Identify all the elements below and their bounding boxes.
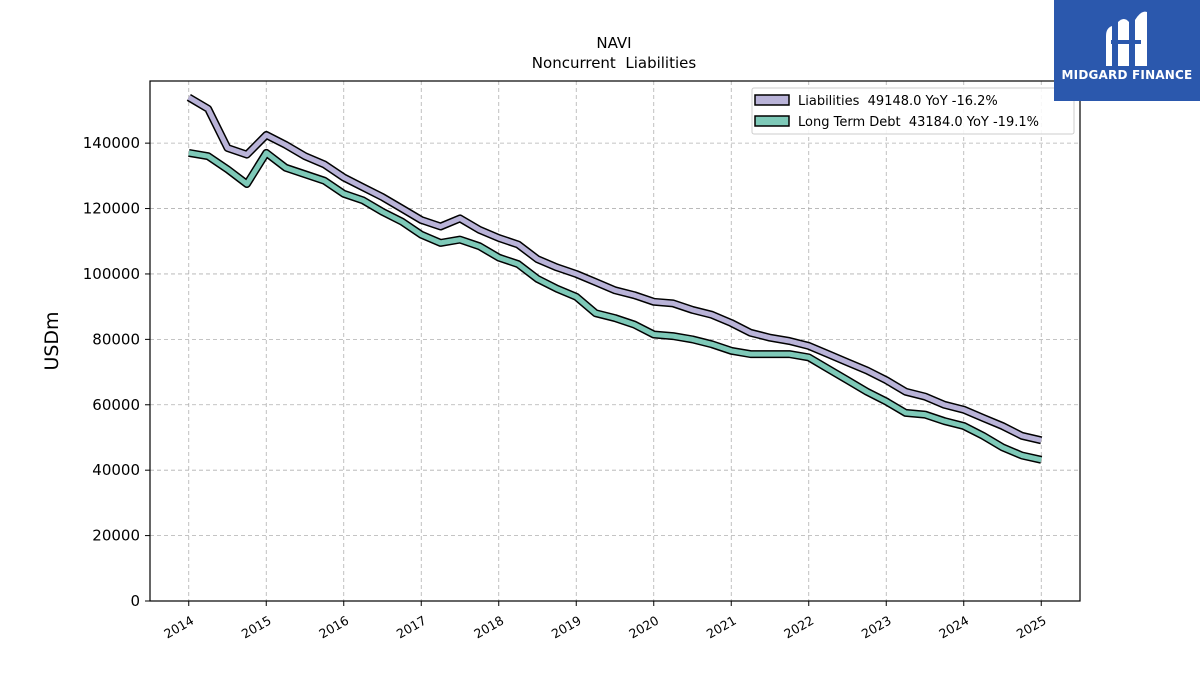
series-line-0 [187,95,1042,443]
x-tick-label: 2022 [781,613,816,642]
legend-label-1: Long Term Debt 43184.0 YoY -19.1% [798,115,1039,130]
chart-subtitle: Noncurrent Liabilities [532,54,697,72]
x-tick-label: 2016 [316,613,351,642]
y-tick-label: 0 [130,592,140,610]
midgard-m-icon [1106,11,1147,66]
legend-box [751,87,1075,135]
x-axis: 2014 2015 2016 2017 2018 2019 2020 2021 2022 2023… [161,601,1049,642]
y-tick-label: 80000 [92,330,140,348]
x-tick-label: 2020 [626,613,661,642]
y-tick-label: 20000 [92,527,140,545]
y-tick-label: 140000 [83,134,140,152]
y-tick-label: 120000 [83,200,140,218]
series-line-1 [188,150,1042,463]
y-tick-label: 100000 [83,265,140,283]
x-tick-label: 2017 [394,613,429,642]
chart-title: NAVI [596,34,631,52]
y-axis-label: USDm [41,311,63,370]
series-layer [186,93,1043,464]
x-tick-label: 2024 [936,613,971,642]
brand-name: MIDGARD FINANCE [1061,68,1193,82]
legend-swatch-1 [754,115,790,127]
x-tick-label: 2018 [471,613,506,642]
x-tick-label: 2014 [161,613,196,642]
legend: Liabilities 49148.0 YoY -16.2% Long Term … [751,87,1075,135]
x-tick-label: 2015 [239,613,274,642]
x-tick-label: 2025 [1014,613,1049,642]
y-tick-label: 40000 [92,461,140,479]
y-axis: 0 20000 40000 60000 80000 100000 120000 140000 [83,134,150,610]
x-tick-label: 2019 [549,613,584,642]
brand-logo: MIDGARD FINANCE [1054,0,1200,101]
x-tick-label: 2023 [859,613,894,642]
y-tick-label: 60000 [92,396,140,414]
plot-frame [149,80,1081,602]
grid [150,81,1080,602]
x-tick-label: 2021 [704,613,739,642]
legend-label-0: Liabilities 49148.0 YoY -16.2% [798,94,998,109]
series-line-outline-0 [186,93,1043,445]
legend-swatch-0 [754,94,790,106]
